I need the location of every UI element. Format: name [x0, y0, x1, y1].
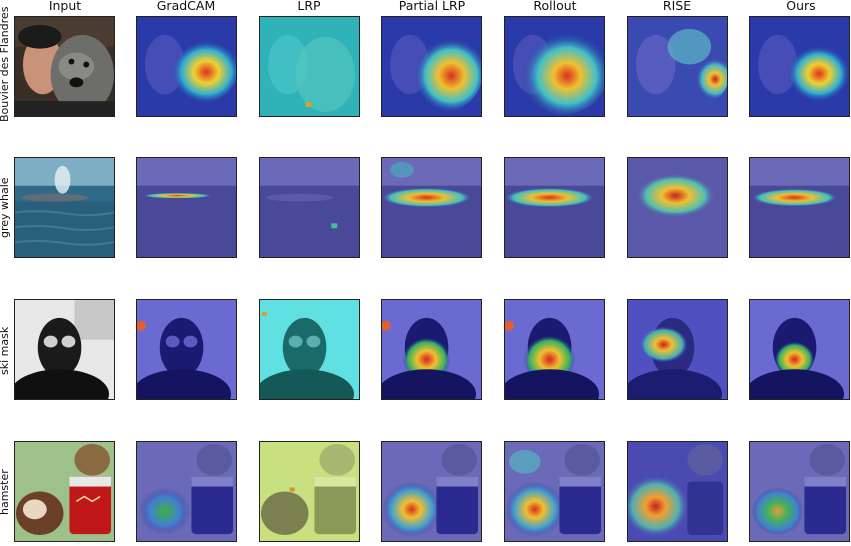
heatmap-gradcam-ski-mask	[136, 299, 237, 400]
heatmap-gradcam-hamster	[136, 441, 237, 542]
row-label-grey-whale: grey whale	[0, 177, 11, 238]
heatmap-lrp-whale	[259, 157, 360, 258]
row-label-hamster: hamster	[0, 469, 11, 515]
heatmap-rollout-ski-mask	[504, 299, 605, 400]
column-title-lrp: LRP	[297, 0, 321, 13]
heatmap-lrp-ski-mask	[259, 299, 360, 400]
heatmap-rollout-whale	[504, 157, 605, 258]
heatmap-rise-whale	[627, 157, 728, 258]
heatmap-rise-dog	[627, 16, 728, 117]
column-title-rise: RISE	[662, 0, 692, 13]
row-label-bouvier: Bouvier des Flandres	[0, 6, 11, 122]
heatmap-partial-lrp-ski-mask	[381, 299, 482, 400]
heatmap-partial-lrp-hamster	[381, 441, 482, 542]
heatmap-ours-whale	[749, 157, 850, 258]
heatmap-lrp-hamster	[259, 441, 360, 542]
input-image-whale	[14, 157, 115, 258]
row-label-ski-mask: ski mask	[0, 326, 11, 375]
heatmap-ours-hamster	[749, 441, 850, 542]
heatmap-lrp-dog	[259, 16, 360, 117]
heatmap-rollout-hamster	[504, 441, 605, 542]
heatmap-rollout-dog	[504, 16, 605, 117]
column-title-rollout: Rollout	[533, 0, 577, 13]
heatmap-ours-dog	[749, 16, 850, 117]
column-title-ours: Ours	[786, 0, 816, 13]
column-title-partial-lrp: Partial LRP	[398, 0, 466, 13]
heatmap-rise-hamster	[627, 441, 728, 542]
heatmap-partial-lrp-whale	[381, 157, 482, 258]
column-title-gradcam: GradCAM	[156, 0, 216, 13]
input-image-ski-mask	[14, 299, 115, 400]
heatmap-gradcam-whale	[136, 157, 237, 258]
input-image-dog	[14, 16, 115, 117]
heatmap-ours-ski-mask	[749, 299, 850, 400]
heatmap-rise-ski-mask	[627, 299, 728, 400]
heatmap-partial-lrp-dog	[381, 16, 482, 117]
input-image-hamster	[14, 441, 115, 542]
heatmap-gradcam-dog	[136, 16, 237, 117]
column-title-input: Input	[48, 0, 82, 13]
